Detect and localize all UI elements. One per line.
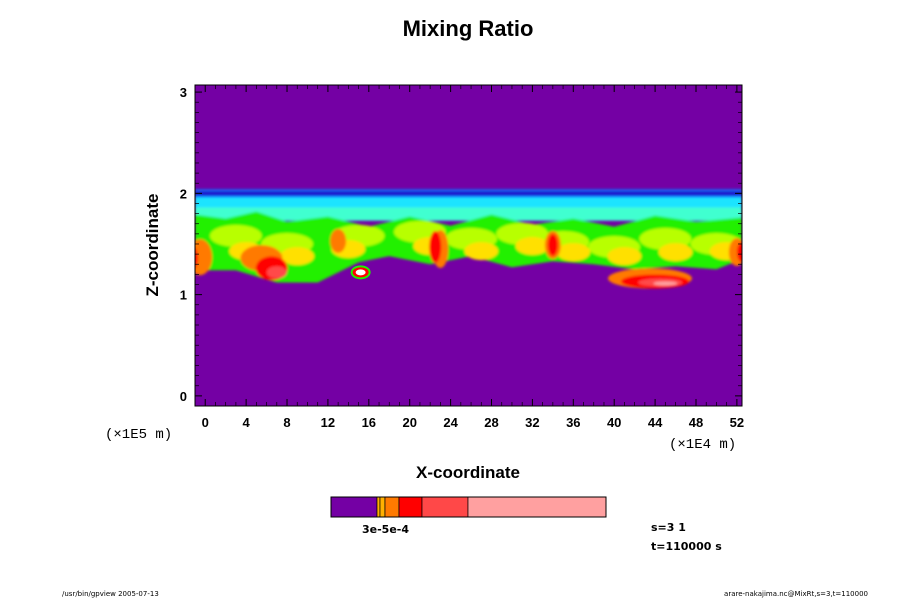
colorbar-frame bbox=[330, 496, 607, 518]
orange-plume-1 bbox=[195, 239, 213, 276]
x-tick-label-2: 8 bbox=[283, 415, 290, 430]
colorbar-swatch-7 bbox=[467, 496, 607, 518]
mixing-field-layer bbox=[195, 189, 742, 289]
pink-core-1 bbox=[653, 281, 678, 286]
upper-boundary-dark-line bbox=[195, 191, 742, 196]
x-tick-label-6: 24 bbox=[443, 415, 458, 430]
x-tick-label-1: 4 bbox=[243, 415, 251, 430]
colorbar-swatch-4 bbox=[384, 496, 400, 518]
red-plume-6 bbox=[737, 242, 742, 263]
y-tick-label-2: 2 bbox=[180, 186, 187, 201]
x-tick-label-5: 20 bbox=[402, 415, 416, 430]
colorbar-swatch-1 bbox=[330, 496, 378, 518]
x-axis-label: X-coordinate bbox=[416, 463, 520, 482]
x-axis-unit: (×1E4 m) bbox=[669, 437, 736, 453]
red-plume-4 bbox=[547, 233, 558, 256]
colorbar bbox=[330, 496, 607, 518]
colorbar-label: 3e-5e-4 bbox=[362, 523, 410, 536]
yellow-eddy-6 bbox=[515, 237, 550, 256]
x-tick-label-3: 12 bbox=[321, 415, 335, 430]
x-tick-label-0: 0 bbox=[202, 415, 209, 430]
orange-plume-3 bbox=[330, 228, 347, 253]
x-tick-label-7: 28 bbox=[484, 415, 498, 430]
cyan-layer bbox=[195, 197, 742, 209]
colorbar-swatch-3 bbox=[379, 496, 386, 518]
plot-area bbox=[194, 84, 743, 407]
x-tick-label-9: 36 bbox=[566, 415, 580, 430]
y-tick-label-3: 3 bbox=[180, 85, 187, 100]
mixing-field bbox=[195, 189, 742, 289]
yellow-eddy-8 bbox=[607, 247, 642, 266]
x-tick-label-12: 48 bbox=[689, 415, 703, 430]
plot-frame bbox=[194, 84, 743, 407]
y-axis-ticks: 0 1 2 3 bbox=[180, 85, 742, 404]
footer-right: arare-nakajima.nc@MixRt,s=3,t=110000 bbox=[724, 590, 868, 598]
footer-left: /usr/bin/gpview 2005-07-13 bbox=[62, 590, 159, 598]
yellow-eddy-5 bbox=[464, 242, 499, 261]
red-plume-1 bbox=[195, 247, 198, 269]
x-tick-label-8: 32 bbox=[525, 415, 539, 430]
y-axis-unit: (×1E5 m) bbox=[105, 427, 172, 443]
chart-title: Mixing Ratio bbox=[402, 16, 534, 41]
y-tick-label-1: 1 bbox=[180, 288, 187, 303]
x-tick-label-11: 44 bbox=[648, 415, 663, 430]
colorbar-swatch-6 bbox=[421, 496, 469, 518]
yellow-green-eddy-1 bbox=[209, 224, 262, 247]
colorbar-swatch-2 bbox=[376, 496, 381, 518]
colorbar-swatch-5 bbox=[398, 496, 423, 518]
isolated-bubble-core bbox=[355, 269, 366, 276]
x-axis-ticks: 0 4 8 12 16 20 24 28 32 36 40 44 48 52 bbox=[202, 85, 744, 430]
teal-layer bbox=[195, 207, 742, 221]
info-line-2: t=110000 s bbox=[651, 540, 722, 553]
red-plume-3 bbox=[429, 231, 442, 264]
yellow-eddy-2 bbox=[280, 247, 315, 266]
y-axis-label: Z-coordinate bbox=[143, 194, 162, 297]
yellow-eddy-9 bbox=[658, 243, 693, 262]
info-line-1: s=3 1 bbox=[651, 521, 686, 534]
x-tick-label-13: 52 bbox=[730, 415, 744, 430]
light-red-core-1 bbox=[266, 266, 287, 279]
x-tick-label-4: 16 bbox=[362, 415, 376, 430]
yellow-eddy-7 bbox=[556, 243, 591, 262]
x-tick-label-10: 40 bbox=[607, 415, 621, 430]
y-tick-label-0: 0 bbox=[180, 389, 187, 404]
